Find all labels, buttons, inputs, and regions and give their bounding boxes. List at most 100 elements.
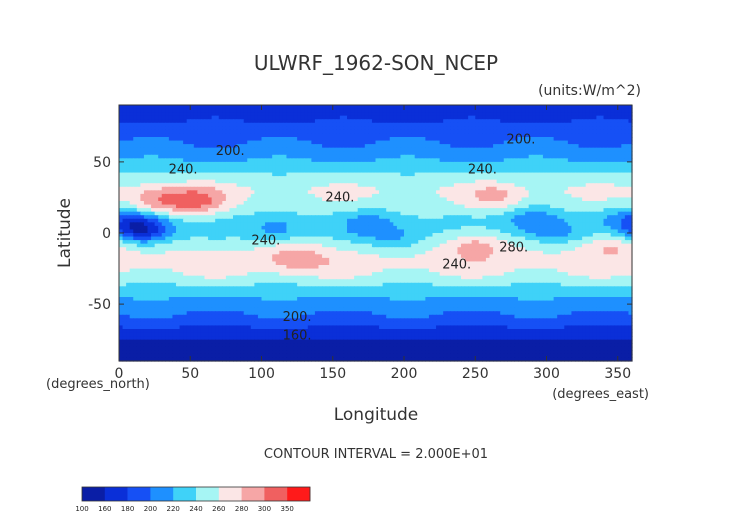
heatmap-cell	[596, 179, 601, 184]
heatmap-cell	[290, 211, 295, 216]
heatmap-cell	[250, 122, 255, 127]
heatmap-cell	[425, 154, 430, 159]
heatmap-cell	[193, 137, 198, 142]
heatmap-cell	[503, 186, 508, 191]
heatmap-cell	[471, 140, 476, 145]
heatmap-cell	[347, 183, 352, 188]
heatmap-cell	[582, 161, 587, 167]
heatmap-cell	[347, 222, 352, 227]
heatmap-cell	[119, 201, 124, 206]
heatmap-cell	[514, 105, 519, 110]
heatmap-cell	[428, 112, 434, 117]
heatmap-cell	[414, 186, 419, 191]
heatmap-cell	[204, 144, 209, 149]
heatmap-cell	[243, 169, 248, 174]
heatmap-cell	[592, 119, 597, 124]
heatmap-cell	[250, 105, 255, 110]
heatmap-cell	[585, 137, 590, 142]
heatmap-cell	[617, 186, 622, 191]
heatmap-cell	[453, 161, 459, 167]
heatmap-cell	[339, 218, 345, 223]
heatmap-cell	[268, 218, 273, 223]
heatmap-cell	[382, 215, 387, 220]
heatmap-cell	[250, 126, 255, 131]
heatmap-cell	[211, 115, 216, 120]
heatmap-cell	[624, 165, 630, 170]
heatmap-cell	[347, 108, 352, 113]
heatmap-cell	[607, 108, 612, 113]
heatmap-cell	[599, 112, 605, 117]
heatmap-cell	[400, 144, 405, 149]
heatmap-cell	[482, 133, 487, 138]
heatmap-cell	[464, 208, 469, 213]
heatmap-cell	[254, 186, 259, 191]
heatmap-cell	[418, 197, 423, 202]
heatmap-cell	[560, 169, 565, 174]
heatmap-cell	[354, 154, 359, 159]
heatmap-cell	[471, 222, 476, 227]
heatmap-cell	[621, 176, 626, 181]
heatmap-cell	[389, 126, 394, 131]
heatmap-cell	[129, 183, 134, 188]
heatmap-cell	[553, 115, 558, 120]
heatmap-cell	[197, 115, 202, 120]
heatmap-cell	[603, 201, 608, 206]
heatmap-cell	[585, 204, 590, 209]
heatmap-cell	[528, 137, 533, 142]
heatmap-cell	[193, 122, 198, 127]
heatmap-cell	[418, 176, 423, 181]
heatmap-cell	[233, 190, 238, 195]
heatmap-cell	[443, 161, 448, 167]
heatmap-cell	[621, 201, 626, 206]
heatmap-cell	[243, 151, 248, 156]
heatmap-cell	[329, 179, 334, 184]
heatmap-cell	[475, 204, 480, 209]
heatmap-cell	[489, 201, 494, 206]
heatmap-cell	[304, 151, 309, 156]
heatmap-cell	[311, 165, 316, 170]
heatmap-cell	[453, 201, 459, 206]
heatmap-cell	[603, 144, 608, 149]
heatmap-cell	[236, 222, 241, 227]
heatmap-cell	[147, 165, 152, 170]
heatmap-cell	[208, 222, 213, 227]
heatmap-cell	[464, 186, 469, 191]
heatmap-cell	[436, 176, 441, 181]
heatmap-cell	[119, 190, 124, 195]
heatmap-cell	[297, 201, 302, 206]
heatmap-cell	[243, 133, 248, 138]
heatmap-cell	[218, 176, 223, 181]
heatmap-cell	[343, 140, 348, 145]
heatmap-cell	[500, 161, 505, 167]
heatmap-cell	[439, 147, 444, 152]
heatmap-cell	[432, 225, 437, 231]
heatmap-cell	[371, 161, 377, 167]
heatmap-cell	[386, 144, 391, 149]
heatmap-cell	[457, 129, 462, 135]
heatmap-cell	[119, 218, 124, 223]
heatmap-cell	[147, 126, 152, 131]
heatmap-cell	[482, 204, 487, 209]
heatmap-cell	[564, 172, 569, 177]
heatmap-cell	[485, 190, 491, 195]
heatmap-cell	[428, 222, 434, 227]
heatmap-cell	[585, 172, 590, 177]
heatmap-cell	[496, 222, 501, 227]
heatmap-cell	[553, 179, 558, 184]
heatmap-cell	[521, 183, 526, 188]
heatmap-cell	[158, 105, 163, 110]
heatmap-cell	[482, 137, 487, 142]
heatmap-cell	[461, 172, 466, 177]
heatmap-cell	[307, 222, 312, 227]
heatmap-cell	[542, 190, 548, 195]
heatmap-cell	[136, 179, 141, 184]
heatmap-cell	[322, 140, 327, 145]
heatmap-cell	[297, 183, 302, 188]
heatmap-cell	[610, 165, 615, 170]
heatmap-cell	[311, 179, 316, 184]
heatmap-cell	[610, 158, 615, 163]
heatmap-cell	[382, 133, 387, 138]
heatmap-cell	[485, 183, 491, 188]
heatmap-cell	[176, 112, 181, 117]
heatmap-cell	[425, 137, 430, 142]
